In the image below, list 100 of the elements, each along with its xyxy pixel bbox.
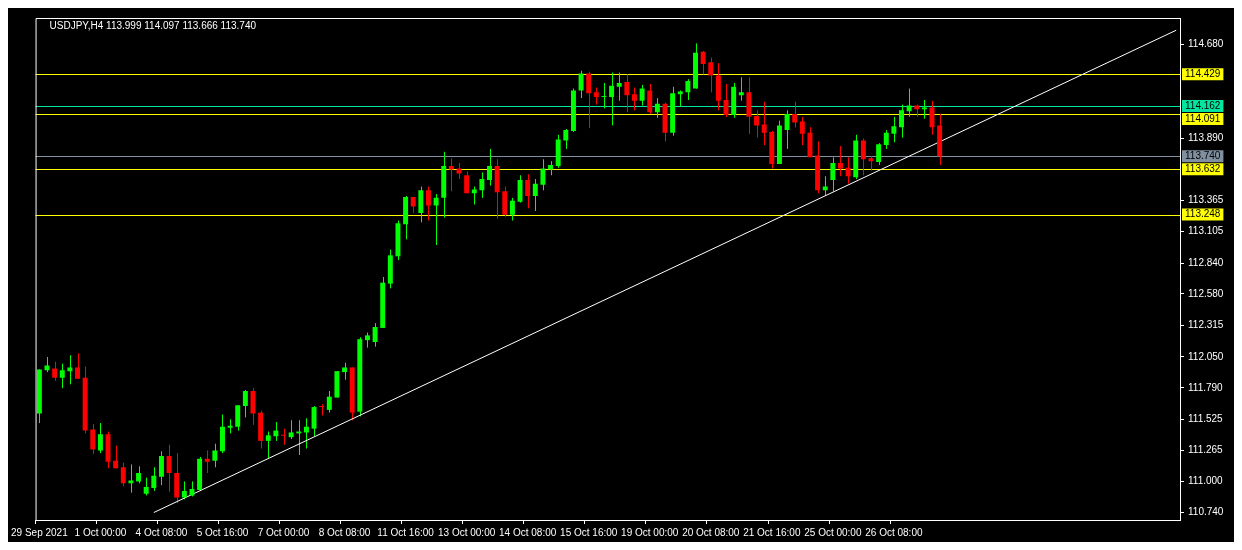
candlestick [647, 83, 653, 115]
candlestick [235, 404, 241, 432]
candlestick [281, 428, 286, 446]
x-tick-label: 5 Oct 16:00 [196, 526, 249, 538]
candlestick [59, 363, 65, 389]
y-tick-label: 111.265 [1188, 443, 1224, 455]
candlestick [151, 466, 157, 492]
x-tick-label: 4 Oct 08:00 [135, 526, 188, 538]
candlestick [601, 82, 607, 109]
candlestick [120, 462, 126, 487]
y-tick-label: 113.105 [1188, 225, 1224, 237]
candlestick [265, 431, 271, 459]
x-tick-label: 19 Oct 00:00 [621, 526, 679, 538]
ref-line-label: 113.248 [1185, 208, 1221, 220]
candlestick [97, 422, 103, 454]
candlestick [883, 129, 889, 150]
candlestick [75, 352, 80, 380]
x-tick-label: 26 Oct 08:00 [865, 526, 923, 538]
candlestick [723, 83, 729, 118]
candlestick [700, 50, 706, 75]
y-tick-label: 112.840 [1188, 256, 1224, 268]
y-tick-label: 111.525 [1188, 413, 1224, 425]
ref-line-label: 113.740 [1185, 149, 1221, 161]
x-tick-label: 25 Oct 00:00 [804, 526, 862, 538]
candlestick [799, 116, 805, 146]
candlestick [158, 450, 164, 486]
x-tick-label: 29 Sep 2021 [11, 526, 69, 538]
candlestick [876, 142, 882, 166]
candlestick [708, 57, 714, 93]
candlestick [784, 109, 790, 150]
candlestick [899, 104, 904, 139]
x-tick-label: 13 Oct 00:00 [438, 526, 496, 538]
candlestick [532, 178, 538, 212]
candlestick [654, 97, 660, 119]
chart-title: USDJPY,H4 113.999 114.097 113.666 113.740 [49, 19, 257, 31]
candlestick [288, 419, 294, 440]
candlestick [929, 100, 935, 136]
y-tick-label: 114.680 [1188, 38, 1224, 50]
candlestick [921, 99, 927, 120]
candlestick [166, 444, 172, 493]
candlestick [891, 116, 897, 143]
candlestick [632, 87, 637, 111]
candlestick [792, 101, 798, 128]
x-tick-label: 7 Oct 00:00 [257, 526, 310, 538]
candlestick [754, 109, 760, 139]
ref-line-label: 114.429 [1185, 68, 1221, 80]
y-tick-label: 110.740 [1188, 506, 1224, 518]
candlestick [418, 186, 424, 223]
x-tick-label: 8 Oct 08:00 [318, 526, 371, 538]
candlestick [761, 101, 767, 146]
candlestick [319, 403, 325, 416]
candlestick [738, 76, 744, 102]
x-tick-label: 15 Oct 16:00 [560, 526, 618, 538]
y-tick-label: 113.365 [1188, 194, 1224, 206]
candlestick [448, 157, 454, 192]
candlestick [426, 186, 431, 222]
candlestick [487, 148, 492, 187]
x-tick-label: 14 Oct 08:00 [499, 526, 557, 538]
candlestick [578, 70, 584, 99]
candlestick [517, 174, 523, 204]
candlestick [242, 389, 248, 418]
x-tick-label: 1 Oct 00:00 [74, 526, 127, 538]
candlestick [860, 138, 866, 176]
candlestick [67, 354, 73, 385]
candlestick [624, 73, 630, 113]
candlestick [830, 156, 836, 192]
x-tick-label: 20 Oct 08:00 [682, 526, 740, 538]
y-tick-label: 112.315 [1188, 319, 1224, 331]
y-tick-label: 111.000 [1188, 475, 1224, 487]
candlestick [616, 72, 622, 102]
y-tick-label: 113.890 [1188, 132, 1224, 144]
candlestick [311, 405, 317, 437]
x-tick-label: 21 Oct 16:00 [743, 526, 801, 538]
candlestick [685, 78, 691, 101]
x-tick-label: 11 Oct 16:00 [377, 526, 435, 538]
ref-line-label: 113.632 [1185, 162, 1221, 174]
candlestick [609, 72, 615, 126]
candlestick [838, 145, 843, 177]
candlestick [540, 158, 546, 191]
candlestick [433, 193, 439, 246]
candlestick [845, 156, 851, 185]
y-tick-label: 112.050 [1188, 350, 1224, 362]
candlestick [525, 173, 531, 209]
candlestick [586, 71, 592, 129]
candlestick [639, 84, 645, 107]
candlestick [372, 322, 378, 348]
candlestick [204, 449, 210, 474]
y-tick-label: 111.790 [1188, 381, 1224, 393]
ref-line-label: 114.091 [1185, 112, 1221, 124]
ref-line-label: 114.162 [1185, 99, 1221, 111]
y-tick-label: 112.580 [1188, 287, 1224, 299]
candlestick [479, 171, 485, 199]
candlestick [502, 186, 508, 218]
candlestick [563, 128, 569, 150]
candlestick [128, 463, 134, 494]
candlestick [90, 423, 96, 455]
candlestick [326, 390, 332, 414]
candlestick [52, 361, 58, 382]
candlestick [212, 443, 218, 468]
candlestick [509, 197, 515, 222]
